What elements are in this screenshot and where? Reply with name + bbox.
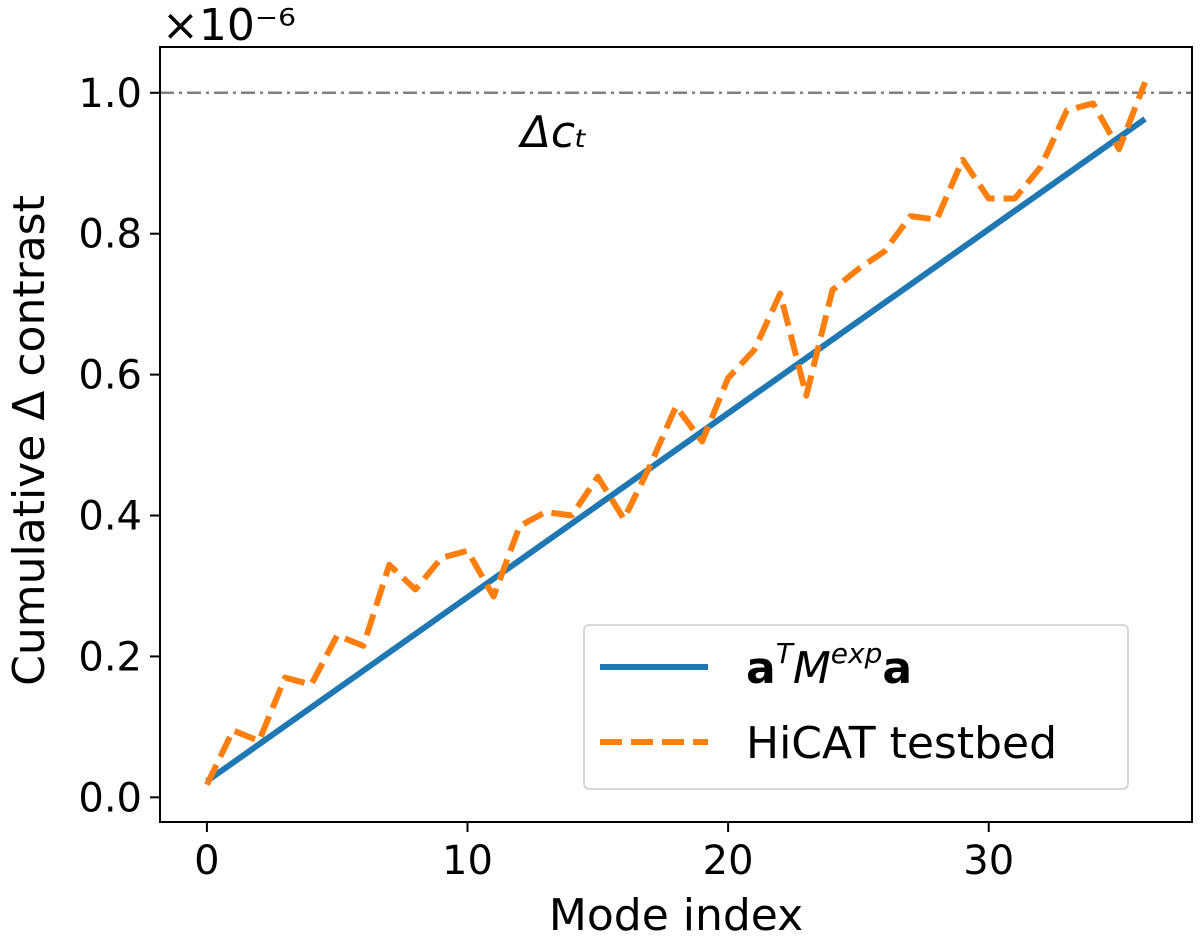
y-axis-multiplier: ×10⁻⁶ bbox=[162, 0, 296, 51]
legend-label-model: aTMexpa bbox=[746, 637, 912, 694]
series-line-model bbox=[205, 116, 1147, 784]
legend-label-hicat: HiCAT testbed bbox=[746, 718, 1057, 769]
x-tick-label: 30 bbox=[963, 838, 1014, 884]
legend-box bbox=[583, 624, 1129, 790]
y-tick-label: 1.0 bbox=[78, 71, 142, 117]
series-line-hicat bbox=[204, 81, 1148, 786]
y-tick-label: 0.2 bbox=[78, 634, 142, 680]
y-tick-label: 0.0 bbox=[78, 775, 142, 821]
threshold-label: Δcₜ bbox=[518, 107, 588, 158]
x-tick-label: 20 bbox=[703, 838, 754, 884]
axes-frame bbox=[159, 46, 1193, 823]
x-tick-label: 0 bbox=[194, 838, 219, 884]
legend: aTMexpa HiCAT testbed bbox=[583, 624, 1129, 790]
y-tick-label: 0.4 bbox=[78, 494, 142, 540]
x-axis-label: Mode index bbox=[549, 890, 803, 941]
ticks: 0 10 20 30 0.0 0.2 0.4 0.6 0.8 1.0 bbox=[78, 71, 1014, 884]
y-tick-label: 0.8 bbox=[78, 212, 142, 258]
x-tick-label: 10 bbox=[442, 838, 493, 884]
y-tick-label: 0.6 bbox=[78, 353, 142, 399]
y-axis-label: Cumulative Δ contrast bbox=[4, 195, 55, 686]
plot-area bbox=[160, 81, 1192, 786]
